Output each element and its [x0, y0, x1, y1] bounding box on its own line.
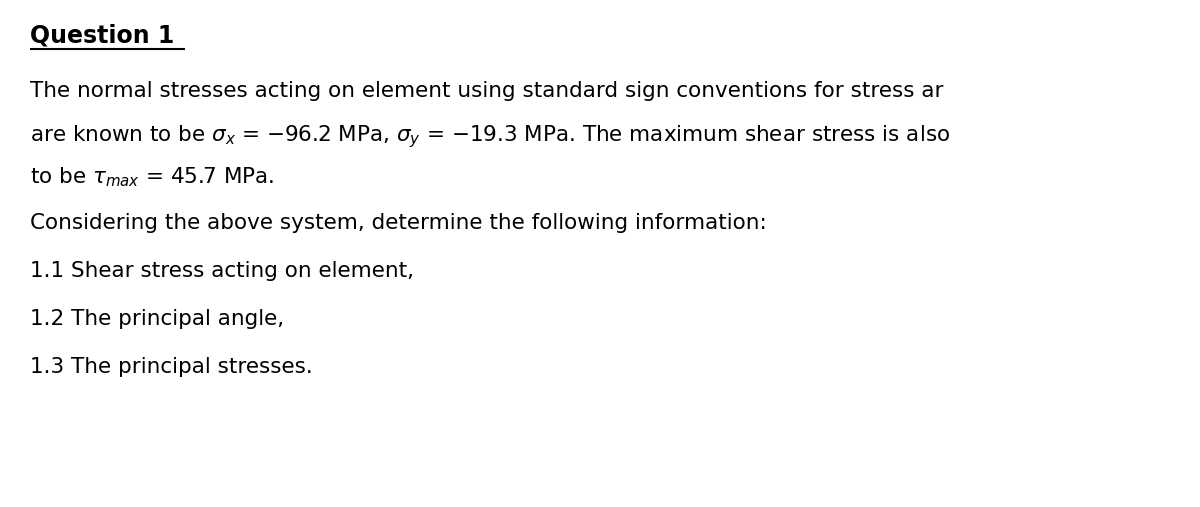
Text: 1.3 The principal stresses.: 1.3 The principal stresses. [30, 357, 313, 377]
Text: Question 1: Question 1 [30, 23, 174, 47]
Text: The normal stresses acting on element using standard sign conventions for stress: The normal stresses acting on element us… [30, 81, 943, 101]
Text: 1.1 Shear stress acting on element,: 1.1 Shear stress acting on element, [30, 261, 414, 281]
Text: to be $\tau_{max}$ = 45.7 MPa.: to be $\tau_{max}$ = 45.7 MPa. [30, 165, 275, 189]
Text: are known to be $\sigma_x$ = $-$96.2 MPa, $\sigma_y$ = $-$19.3 MPa. The maximum : are known to be $\sigma_x$ = $-$96.2 MPa… [30, 123, 950, 150]
Text: Considering the above system, determine the following information:: Considering the above system, determine … [30, 213, 767, 233]
Text: 1.2 The principal angle,: 1.2 The principal angle, [30, 309, 284, 329]
